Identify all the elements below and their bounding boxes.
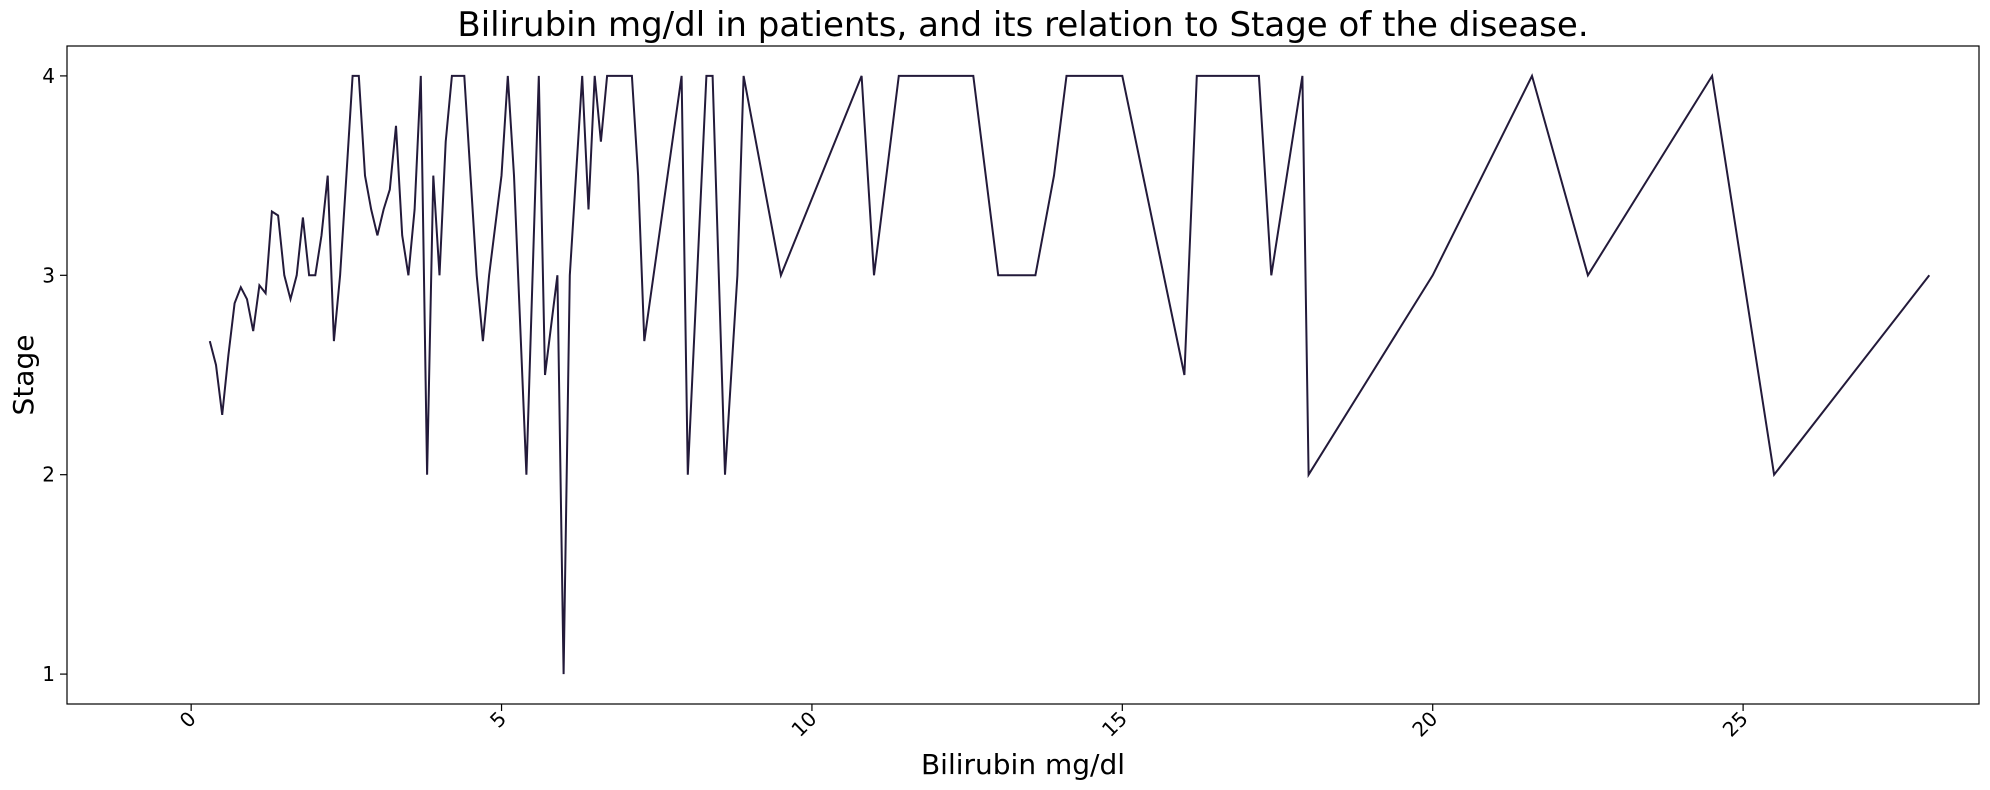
x-axis: 0 5 10 15 20 25 (175, 704, 1753, 742)
series-group (208, 73, 1931, 675)
x-tick-label: 0 (175, 707, 201, 733)
series-line (208, 73, 1931, 675)
y-tick-label: 2 (42, 463, 55, 487)
y-tick-label: 1 (42, 662, 55, 686)
y-axis-label: Stage (7, 335, 40, 416)
x-tick-label: 15 (1097, 707, 1132, 742)
y-axis: 1 2 3 4 (42, 64, 67, 686)
x-tick-label: 20 (1407, 707, 1442, 742)
y-tick-label: 4 (42, 64, 55, 88)
y-tick-label: 3 (42, 263, 55, 287)
x-tick-label: 25 (1718, 707, 1753, 742)
chart-title: Bilirubin mg/dl in patients, and its rel… (457, 5, 1588, 45)
plot-frame (66, 45, 1980, 705)
x-tick-label: 10 (787, 707, 822, 742)
x-tick-label: 5 (485, 707, 511, 733)
x-axis-label: Bilirubin mg/dl (921, 748, 1125, 781)
